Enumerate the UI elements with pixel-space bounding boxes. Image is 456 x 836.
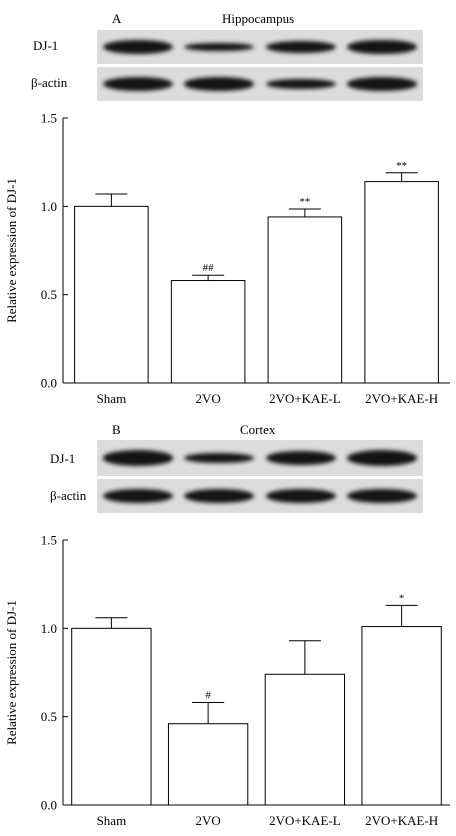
y-axis-label: Relative expression of DJ-1 xyxy=(4,600,19,745)
bar-chart-cortex: 0.0 0.5 1.0 1.5 Relative expression of DJ-1 S… xyxy=(4,533,450,828)
x-tick-label: Sham xyxy=(97,391,127,406)
blot-band xyxy=(347,39,418,55)
blot-band xyxy=(265,450,336,466)
bar xyxy=(364,181,439,384)
blot-label-dj1: DJ-1 xyxy=(50,451,76,466)
blot-band xyxy=(102,488,173,504)
y-tick-label: 1.5 xyxy=(41,111,57,126)
significance-label: * xyxy=(399,592,405,604)
bar xyxy=(71,627,152,806)
x-tick-label: 2VO xyxy=(195,391,220,406)
bar xyxy=(74,205,149,384)
significance-label: ** xyxy=(396,160,407,172)
y-tick-label: 0.0 xyxy=(41,376,57,391)
blot-band xyxy=(347,488,418,504)
western-blot-actin xyxy=(97,67,423,101)
panel-title: Cortex xyxy=(240,422,276,437)
y-axis-label: Relative expression of DJ-1 xyxy=(4,178,19,323)
significance-label: # xyxy=(205,690,211,702)
significance-label: ## xyxy=(203,262,215,274)
blot-band xyxy=(184,77,255,91)
blot-band xyxy=(184,488,255,504)
blot-label-actin: β-actin xyxy=(50,488,87,503)
panel-hippocampus: A Hippocampus DJ-1 β-actin 0.0 0.5 1.0 1.5 R… xyxy=(4,11,450,406)
panel-cortex: B Cortex DJ-1 β-actin 0.0 0.5 1.0 1.5 Relati… xyxy=(0,418,456,836)
x-tick-label: Sham xyxy=(97,813,127,828)
blot-band xyxy=(265,40,336,54)
blot-band xyxy=(102,450,173,466)
blot-band xyxy=(347,77,418,91)
blot-label-actin: β-actin xyxy=(31,75,68,90)
x-tick-label: 2VO+KAE-H xyxy=(365,813,438,828)
blot-band xyxy=(265,78,336,90)
y-tick-label: 1.5 xyxy=(41,533,57,548)
bar-chart-hippocampus: 0.0 0.5 1.0 1.5 Relative expression of DJ-1 S… xyxy=(4,111,450,406)
x-tick-label: 2VO+KAE-L xyxy=(269,813,341,828)
western-blot-dj1 xyxy=(97,30,423,64)
y-tick-label: 1.0 xyxy=(41,621,57,636)
blot-band xyxy=(102,39,173,55)
western-blot-actin xyxy=(97,479,423,513)
y-tick-label: 0.0 xyxy=(41,798,57,813)
bar xyxy=(264,673,346,806)
panel-letter: A xyxy=(112,11,122,26)
blot-band xyxy=(347,450,418,466)
blot-label-dj1: DJ-1 xyxy=(33,38,59,53)
blot-band xyxy=(184,452,255,464)
y-tick-label: 1.0 xyxy=(41,199,57,214)
panel-letter: B xyxy=(112,422,121,437)
x-tick-label: 2VO+KAE-L xyxy=(269,391,341,406)
x-tick-label: 2VO+KAE-H xyxy=(365,391,438,406)
blot-band xyxy=(265,488,336,504)
western-blot-dj1 xyxy=(97,440,423,476)
significance-label: ** xyxy=(299,196,310,208)
bar xyxy=(170,280,246,384)
x-tick-label: 2VO xyxy=(195,813,220,828)
bar xyxy=(361,626,442,806)
blot-band xyxy=(184,42,255,52)
panel-title: Hippocampus xyxy=(222,11,295,26)
y-tick-label: 0.5 xyxy=(41,709,57,724)
bar xyxy=(267,216,343,384)
bar xyxy=(167,723,249,806)
blot-band xyxy=(102,76,173,92)
y-tick-label: 0.5 xyxy=(41,287,57,302)
